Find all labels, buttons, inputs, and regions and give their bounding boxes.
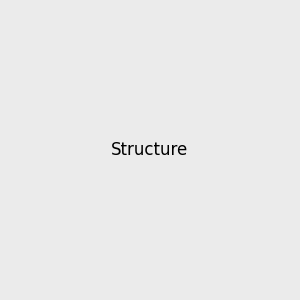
Text: Structure: Structure (111, 141, 189, 159)
